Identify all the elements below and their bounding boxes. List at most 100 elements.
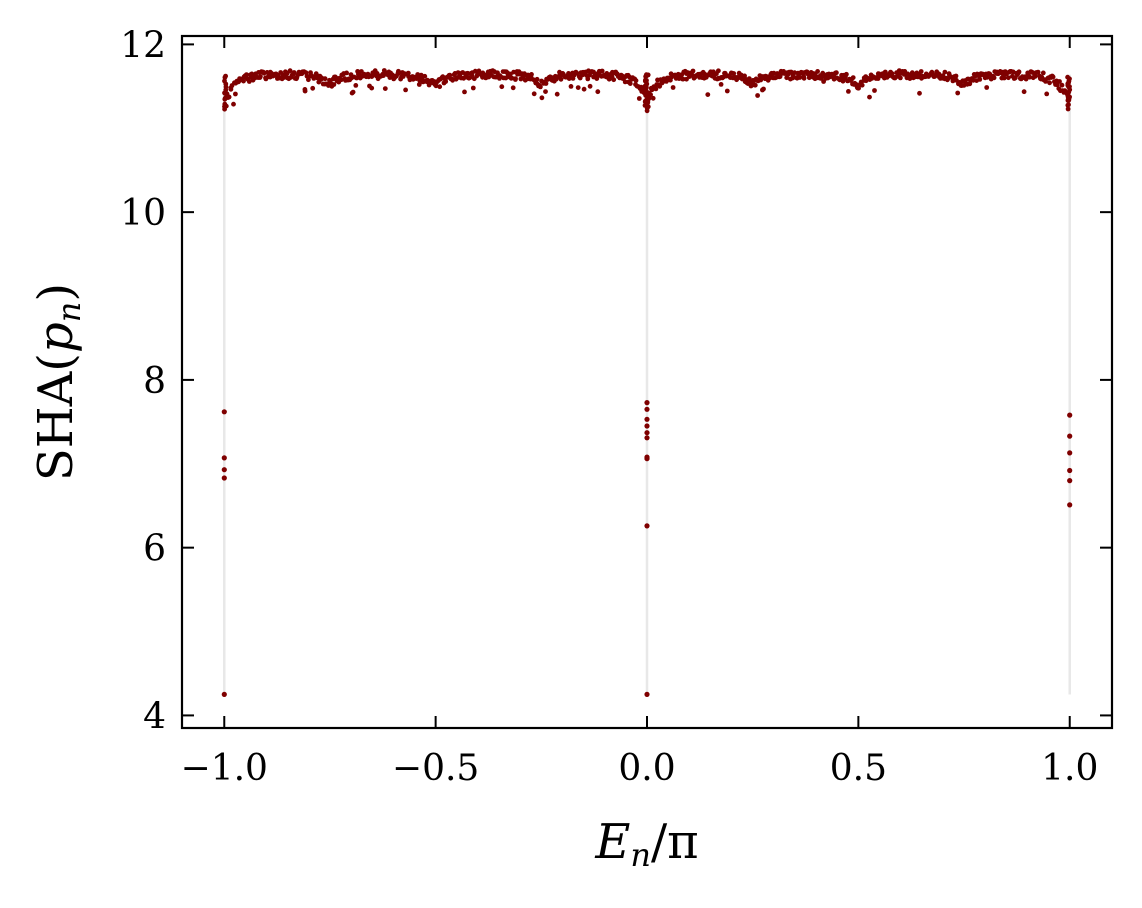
data-points	[221, 68, 1073, 698]
band-point	[834, 70, 839, 76]
band-point	[705, 92, 711, 97]
band-point	[801, 75, 807, 81]
outlier-point	[1067, 478, 1073, 484]
y-tick-label: 6	[143, 529, 166, 570]
band-point	[917, 90, 922, 96]
edge-point	[1065, 106, 1071, 112]
band-point	[422, 73, 428, 79]
band-point	[867, 94, 872, 100]
band-point	[510, 85, 516, 91]
band-point	[1044, 91, 1050, 97]
outlier-point	[1067, 433, 1073, 439]
band-point	[1032, 74, 1038, 79]
band-point	[382, 86, 388, 91]
band-point	[1059, 82, 1065, 88]
band-point	[437, 84, 443, 90]
outlier-point	[1067, 502, 1073, 508]
band-point	[302, 88, 308, 94]
band-point	[331, 82, 337, 87]
band-point	[718, 82, 724, 87]
band-point	[353, 83, 359, 88]
band-point	[767, 75, 773, 81]
outlier-point	[221, 475, 227, 481]
edge-point	[642, 83, 648, 89]
band-point	[354, 75, 359, 81]
band-point	[244, 72, 249, 77]
band-point	[1021, 89, 1027, 95]
outlier-point	[1067, 412, 1073, 418]
band-point	[846, 89, 851, 94]
band-point	[531, 91, 537, 97]
band-point	[403, 87, 408, 93]
edge-point	[643, 77, 648, 83]
band-point	[543, 89, 548, 94]
edge-point	[1066, 102, 1071, 108]
outlier-point	[644, 456, 650, 462]
band-point	[716, 68, 721, 74]
band-point	[310, 85, 316, 91]
band-point	[898, 75, 903, 81]
band-point	[226, 94, 232, 100]
y-tick-label: 12	[120, 25, 166, 66]
edge-point	[223, 73, 229, 79]
edge-point	[1065, 74, 1070, 80]
band-point	[433, 83, 439, 89]
band-point	[322, 76, 328, 82]
outlier-point	[644, 691, 650, 698]
band-point	[443, 79, 449, 84]
x-axis-label: En/π	[594, 814, 698, 874]
band-point	[538, 84, 543, 90]
outlier-point	[221, 691, 227, 698]
band-point	[287, 68, 293, 74]
x-axis: −1.0 −0.5 0.0 0.5 1.0	[181, 36, 1098, 789]
band-point	[499, 84, 505, 90]
edge-point	[1065, 95, 1071, 101]
band-point	[918, 69, 924, 74]
band-point	[1043, 79, 1048, 84]
band-point	[755, 93, 760, 98]
band-point	[258, 74, 263, 79]
band-point	[611, 77, 617, 83]
outlier-point	[644, 523, 650, 529]
edge-point	[1066, 80, 1071, 85]
edge-point	[222, 96, 228, 102]
y-tick-label: 4	[143, 696, 166, 737]
band-point	[622, 79, 628, 85]
band-point	[599, 68, 605, 74]
outlier-point	[644, 435, 650, 441]
band-point	[955, 90, 961, 96]
edge-point	[222, 90, 227, 96]
band-point	[670, 85, 676, 90]
outlier-point	[644, 406, 650, 412]
band-point	[581, 86, 587, 92]
band-point	[872, 88, 877, 93]
edge-point	[645, 100, 651, 105]
band-point	[1050, 74, 1056, 80]
x-tick-label: −0.5	[392, 748, 479, 789]
y-axis-label: SHA(pn)	[28, 283, 88, 481]
band-point	[233, 91, 238, 97]
outlier-point	[644, 400, 650, 406]
band-point	[585, 76, 591, 82]
band-point	[991, 75, 997, 81]
band-point	[241, 78, 246, 84]
band-point	[984, 85, 990, 90]
band-point	[416, 82, 422, 87]
band-point	[447, 72, 453, 78]
band-point	[543, 81, 549, 86]
band-point	[595, 89, 601, 95]
outlier-point	[644, 423, 650, 429]
band-point	[761, 86, 766, 92]
band-point	[291, 70, 297, 75]
band-point	[529, 72, 534, 77]
band-point	[942, 69, 948, 75]
edge-point	[222, 104, 227, 109]
edge-point	[1066, 84, 1072, 90]
edge-point	[1065, 91, 1071, 96]
band-point	[1027, 74, 1033, 80]
outlier-point	[644, 416, 650, 422]
band-point	[650, 95, 656, 101]
band-point	[587, 83, 593, 89]
band-point	[731, 71, 737, 76]
